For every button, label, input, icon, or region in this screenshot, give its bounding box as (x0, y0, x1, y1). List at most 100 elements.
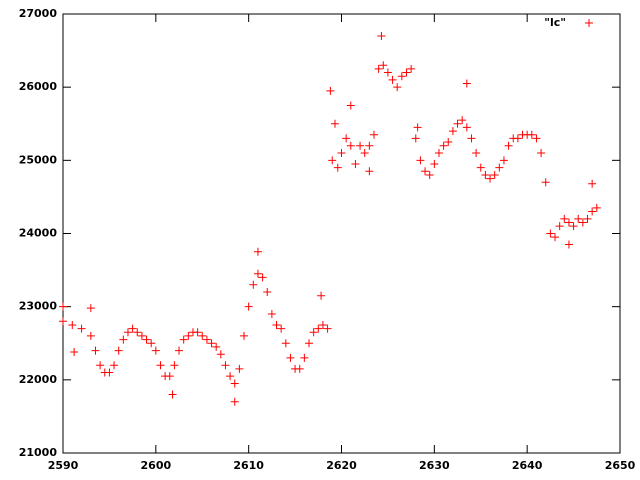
point (546, 229, 555, 238)
y-tick-label: 23000 (19, 300, 58, 313)
point (70, 348, 79, 357)
x-tick-label: 2650 (605, 459, 636, 472)
point (369, 130, 378, 139)
point (133, 328, 142, 337)
point (175, 346, 184, 355)
point (453, 119, 462, 128)
point (207, 339, 216, 348)
point (244, 302, 253, 311)
point (128, 324, 137, 333)
point (421, 167, 430, 176)
point (397, 72, 406, 81)
point (105, 368, 114, 377)
point (411, 134, 420, 143)
point (569, 222, 578, 231)
point (68, 320, 77, 329)
point (179, 335, 188, 344)
point (193, 328, 202, 337)
point (555, 222, 564, 231)
point (425, 170, 434, 179)
point (249, 280, 258, 289)
point (212, 342, 221, 351)
point (486, 174, 495, 183)
point (346, 141, 355, 150)
y-tick-label: 25000 (19, 153, 58, 166)
point (123, 328, 132, 337)
point (202, 335, 211, 344)
point (413, 123, 422, 132)
point (462, 123, 471, 132)
point (513, 134, 522, 143)
point (170, 361, 179, 370)
point (351, 159, 360, 168)
point (314, 324, 323, 333)
point (588, 179, 597, 188)
point (583, 214, 592, 223)
point (472, 149, 481, 158)
point (337, 149, 346, 158)
x-tick-label: 2610 (233, 459, 264, 472)
y-tick-label: 24000 (19, 227, 58, 240)
point (434, 149, 443, 158)
y-tick-label: 26000 (19, 80, 58, 93)
point (430, 159, 439, 168)
point (168, 390, 177, 399)
point (147, 339, 156, 348)
point (458, 116, 467, 125)
point (365, 141, 374, 150)
point (481, 170, 490, 179)
point (226, 372, 235, 381)
point (439, 141, 448, 150)
point (574, 214, 583, 223)
point (499, 156, 508, 165)
point (77, 324, 86, 333)
point (267, 309, 276, 318)
x-tick-label: 2620 (326, 459, 357, 472)
point (578, 218, 587, 227)
point (198, 331, 207, 340)
x-tick-label: 2590 (48, 459, 79, 472)
point (444, 138, 453, 147)
point (253, 247, 262, 256)
legend-marker (585, 19, 593, 27)
x-tick-label: 2630 (419, 459, 450, 472)
point (119, 335, 128, 344)
point (216, 350, 225, 359)
point (318, 320, 327, 329)
point (333, 163, 342, 172)
point (365, 167, 374, 176)
point (402, 68, 411, 77)
point (59, 302, 67, 311)
point (467, 134, 476, 143)
point (286, 353, 295, 362)
point (305, 339, 314, 348)
point (151, 346, 160, 355)
point (156, 361, 165, 370)
point (331, 119, 340, 128)
point (551, 233, 560, 242)
point (96, 361, 105, 370)
point (374, 64, 383, 73)
point (527, 130, 536, 139)
point (541, 178, 550, 187)
point (137, 331, 146, 340)
point (272, 320, 281, 329)
point (342, 134, 351, 143)
point (393, 83, 402, 92)
point (328, 156, 337, 165)
x-tick-label: 2640 (512, 459, 543, 472)
y-tick-label: 22000 (19, 373, 58, 386)
point (281, 339, 290, 348)
point (476, 163, 485, 172)
point (560, 214, 569, 223)
point (323, 324, 332, 333)
point (317, 291, 326, 300)
point (388, 75, 397, 84)
point (309, 328, 318, 337)
point (490, 170, 499, 179)
point (592, 203, 601, 212)
point (379, 61, 388, 70)
plot-border (62, 13, 621, 454)
point (537, 149, 546, 158)
